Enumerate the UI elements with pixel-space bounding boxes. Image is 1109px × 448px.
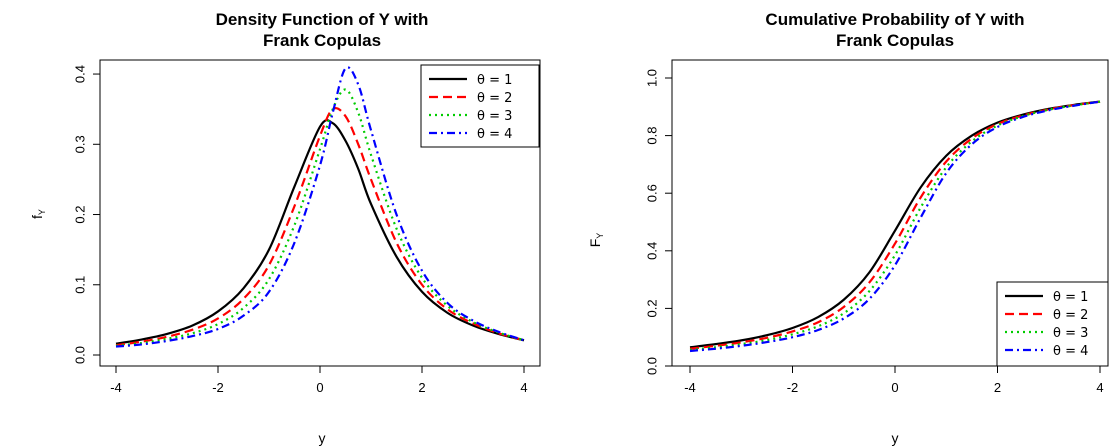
- cumulative-legend: θ = 1 θ = 2 θ = 3 θ = 4: [996, 281, 1109, 367]
- density-title-line-2: Frank Copulas: [263, 31, 381, 50]
- cumulative-y-axis: 0.0 0.2 0.4 0.6 0.8 1.0: [645, 69, 672, 375]
- legend-label-4: θ = 4: [477, 127, 512, 142]
- density-x-axis: -4 -2 0 2 4: [110, 366, 528, 395]
- y-tick-label: 0.2: [645, 299, 660, 317]
- series-line-2: [115, 106, 525, 347]
- x-tick-label: -4: [110, 380, 122, 395]
- cumulative-title-line-1: Cumulative Probability of Y with: [765, 10, 1024, 29]
- y-tick-label: 0.3: [73, 135, 88, 153]
- series-line-1: [115, 119, 525, 345]
- legend-label-3: θ = 3: [477, 109, 512, 124]
- y-tick-label: 0.6: [645, 184, 660, 202]
- legend-label-1: θ = 1: [1053, 290, 1088, 305]
- x-tick-label: 0: [316, 380, 323, 395]
- cumulative-x-axis: -4 -2 0 2 4: [684, 366, 1104, 395]
- x-tick-label: 4: [520, 380, 527, 395]
- cumulative-y-label: FY: [587, 233, 605, 248]
- cumulative-y-label-main: F: [587, 239, 603, 248]
- legend-box: [420, 64, 540, 148]
- y-tick-label: 0.8: [645, 127, 660, 145]
- density-y-label-sub: Y: [37, 209, 47, 215]
- legend-label-2: θ = 2: [1053, 308, 1088, 323]
- cumulative-y-label-sub: Y: [595, 233, 605, 239]
- density-x-label: y: [319, 430, 326, 446]
- x-tick-label: -2: [787, 380, 799, 395]
- y-tick-label: 0.4: [73, 65, 88, 83]
- legend-label-2: θ = 2: [477, 91, 512, 106]
- density-y-label-main: f: [29, 215, 45, 219]
- y-tick-label: 0.1: [73, 276, 88, 294]
- legend-label-1: θ = 1: [477, 73, 512, 88]
- x-tick-label: -4: [684, 380, 696, 395]
- density-panel: Density Function of Y with Frank Copulas…: [29, 10, 541, 446]
- series-line-2: [689, 100, 1101, 350]
- density-y-axis: 0.0 0.1 0.2 0.3 0.4: [73, 65, 100, 364]
- legend-label-4: θ = 4: [1053, 344, 1088, 359]
- svg-text:fY: fY: [29, 209, 47, 219]
- cumulative-panel: Cumulative Probability of Y with Frank C…: [587, 10, 1109, 446]
- y-tick-label: 1.0: [645, 69, 660, 87]
- density-series: [115, 66, 525, 348]
- cumulative-plot-frame: [671, 59, 1109, 367]
- x-tick-label: -2: [212, 380, 224, 395]
- cumulative-title-line-2: Frank Copulas: [836, 31, 954, 50]
- y-tick-label: 0.0: [73, 346, 88, 364]
- x-tick-label: 0: [891, 380, 898, 395]
- cumulative-series: [689, 100, 1101, 353]
- series-line-4: [115, 66, 525, 348]
- svg-text:FY: FY: [587, 233, 605, 248]
- x-tick-label: 2: [418, 380, 425, 395]
- x-tick-label: 4: [1096, 380, 1103, 395]
- density-y-label: fY: [29, 209, 47, 219]
- legend-label-3: θ = 3: [1053, 326, 1088, 341]
- density-legend: θ = 1 θ = 2 θ = 3 θ = 4: [420, 64, 540, 148]
- x-tick-label: 2: [994, 380, 1001, 395]
- y-tick-label: 0.2: [73, 205, 88, 223]
- y-tick-label: 0.4: [645, 242, 660, 260]
- cumulative-x-label: y: [892, 430, 899, 446]
- y-tick-label: 0.0: [645, 357, 660, 375]
- density-title-line-1: Density Function of Y with: [216, 10, 429, 29]
